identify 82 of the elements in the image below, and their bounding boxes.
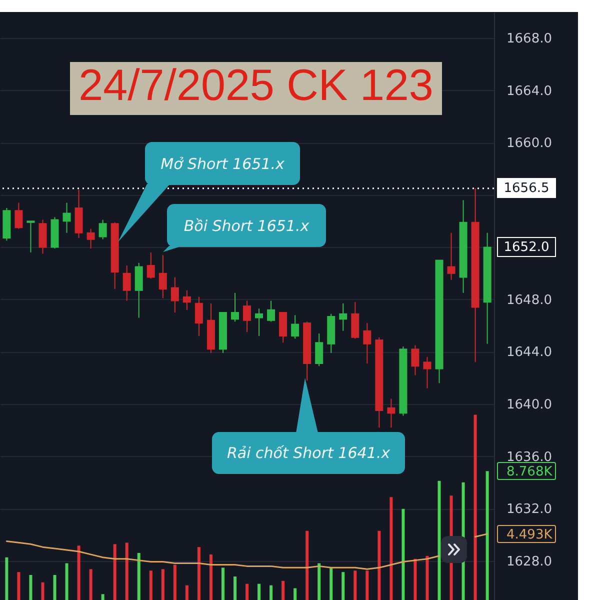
- y-tick-label: 1628.0: [506, 554, 552, 570]
- bar: [113, 544, 116, 600]
- bar: [161, 569, 164, 600]
- candlestick: [411, 344, 420, 376]
- candlestick: [146, 252, 155, 280]
- bar: [29, 575, 32, 600]
- candlestick: [86, 228, 95, 250]
- candlestick: [315, 332, 324, 367]
- candlestick: [194, 296, 203, 337]
- y-tick-label: 1660.0: [506, 136, 552, 152]
- candlestick: [230, 292, 239, 322]
- bar: [185, 585, 188, 600]
- candlestick: [363, 322, 372, 364]
- y-tick-label: 1644.0: [506, 345, 552, 360]
- y-tick-label: 1664.0: [506, 84, 552, 99]
- bar: [474, 414, 477, 600]
- candlestick: [182, 290, 191, 310]
- bar: [270, 585, 273, 600]
- candlestick: [38, 219, 47, 254]
- candlestick: [267, 300, 276, 322]
- candlestick: [423, 356, 432, 389]
- candlestick: [291, 314, 300, 340]
- bar: [414, 558, 417, 600]
- bar: [354, 570, 357, 600]
- bar: [366, 570, 369, 600]
- bar: [89, 569, 92, 600]
- bar: [258, 584, 261, 600]
- candlestick: [134, 262, 143, 318]
- bar: [282, 580, 285, 600]
- text: 24/7/2025 CK 123: [78, 61, 434, 110]
- bar: [221, 568, 224, 600]
- candlestick: [26, 220, 35, 253]
- candlestick: [158, 254, 167, 299]
- y-tick-label: 1636.0: [506, 450, 552, 465]
- candlestick: [170, 276, 179, 314]
- bar: [330, 568, 333, 600]
- candlestick: [14, 202, 23, 230]
- annotation: Mở Short 1651.x: [145, 142, 300, 185]
- bar: [402, 508, 405, 600]
- bar: [438, 480, 441, 600]
- y-tick-label: 1668.0: [506, 32, 552, 47]
- bar: [306, 530, 309, 600]
- bar: [197, 547, 200, 600]
- ref-line-label: 1656.5: [497, 178, 556, 198]
- bar: [137, 552, 140, 600]
- y-tick-label: 1648.0: [506, 292, 552, 308]
- annotation: Rải chốt Short 1641.x: [212, 432, 405, 474]
- candlestick: [339, 302, 348, 332]
- bar: [342, 572, 345, 600]
- bar: [53, 575, 56, 600]
- candlestick: [255, 308, 264, 337]
- bar: [125, 542, 128, 600]
- bar: [378, 530, 381, 600]
- candlestick: [387, 398, 396, 428]
- bar: [77, 546, 80, 600]
- bar: [173, 564, 176, 600]
- bar: [209, 554, 212, 600]
- bar: [426, 556, 429, 600]
- candlestick: [243, 300, 251, 333]
- bar: [233, 576, 236, 600]
- y-tick-label: 1640.0: [506, 398, 552, 412]
- text: 1652.0: [497, 237, 556, 258]
- bar: [390, 497, 393, 600]
- candlestick: [279, 312, 288, 344]
- bar: [149, 570, 152, 600]
- bar: [246, 584, 248, 600]
- candlestick: [447, 232, 456, 280]
- bar: [294, 588, 297, 600]
- bar: [65, 563, 68, 600]
- bar: [41, 582, 44, 600]
- bar: [318, 563, 321, 600]
- y2-tick-label: 4.493K: [506, 527, 553, 542]
- candlestick: [122, 264, 131, 302]
- candlestick: [351, 302, 360, 340]
- bar: [17, 572, 20, 600]
- y2-tick-label: 8.768K: [506, 464, 553, 480]
- bar: [5, 557, 8, 600]
- candlestick: [62, 202, 71, 234]
- y-tick-label: 1632.0: [506, 502, 552, 518]
- bar: [101, 594, 104, 600]
- bar: [486, 471, 489, 600]
- candlestick: [98, 219, 107, 240]
